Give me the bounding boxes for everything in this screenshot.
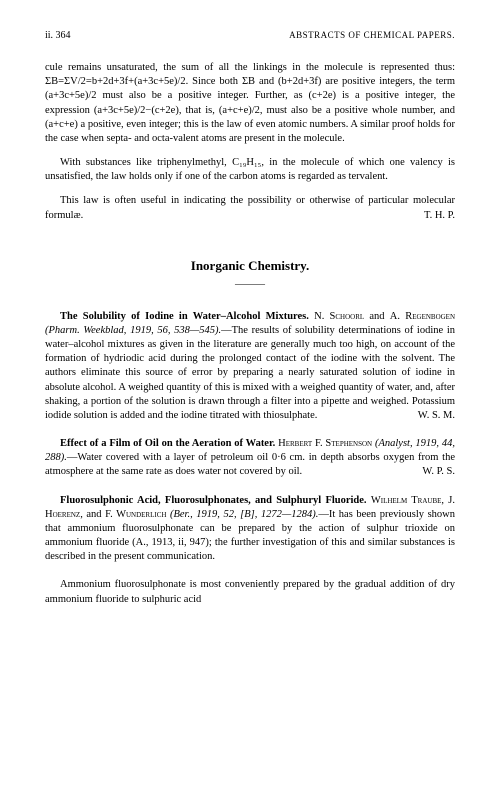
paragraph-3: This law is often useful in indicating t… — [45, 194, 455, 222]
abstract-2-title: Effect of a Film of Oil on the Aeration … — [60, 438, 275, 449]
abstract-1-author1: N. Schoorl — [314, 311, 364, 322]
header-title: ABSTRACTS OF CHEMICAL PAPERS. — [289, 30, 455, 41]
abstract-2-author: Herbert F. Stephenson — [278, 438, 372, 449]
signature-1: T. H. P. — [409, 209, 455, 223]
paragraph-3-text: This law is often useful in indicating t… — [45, 195, 455, 220]
abstract-1-ref: (Pharm. Weekblad, 1919, 56, 538—545). — [45, 325, 221, 336]
abstract-1-body: —The results of solubility determination… — [45, 325, 455, 421]
page-header: ii. 364 ABSTRACTS OF CHEMICAL PAPERS. — [45, 30, 455, 41]
abstract-1-title: The Solubility of Iodine in Water–Alcoho… — [60, 311, 309, 322]
paragraph-1: cule remains unsaturated, the sum of all… — [45, 61, 455, 146]
abstract-3-ref: (Ber., 1919, 52, [B], 1272—1284). — [170, 509, 318, 520]
abstract-3-title: Fluorosulphonic Acid, Fluorosulphonates,… — [60, 495, 367, 506]
abstract-2-body: —Water covered with a layer of petroleum… — [45, 452, 455, 477]
paragraph-2: With substances like triphenylmethyl, C₁… — [45, 156, 455, 184]
section-title: Inorganic Chemistry. — [45, 258, 455, 274]
abstract-1-sig: W. S. M. — [418, 409, 455, 423]
abstract-3: Fluorosulphonic Acid, Fluorosulphonates,… — [45, 494, 455, 565]
abstract-3-author1: Wilhelm Traube — [371, 495, 442, 506]
abstract-3-body2: Ammonium fluorosulphonate is most conven… — [45, 578, 455, 606]
abstract-2-sig: W. P. S. — [422, 465, 455, 479]
section-divider: ——— — [45, 279, 455, 290]
abstract-1: The Solubility of Iodine in Water–Alcoho… — [45, 310, 455, 423]
abstract-3-author3: F. Wunderlich — [105, 509, 166, 520]
abstract-2: Effect of a Film of Oil on the Aeration … — [45, 437, 455, 480]
abstract-1-author2: A. Regenbogen — [390, 311, 455, 322]
page-number: ii. 364 — [45, 30, 71, 41]
